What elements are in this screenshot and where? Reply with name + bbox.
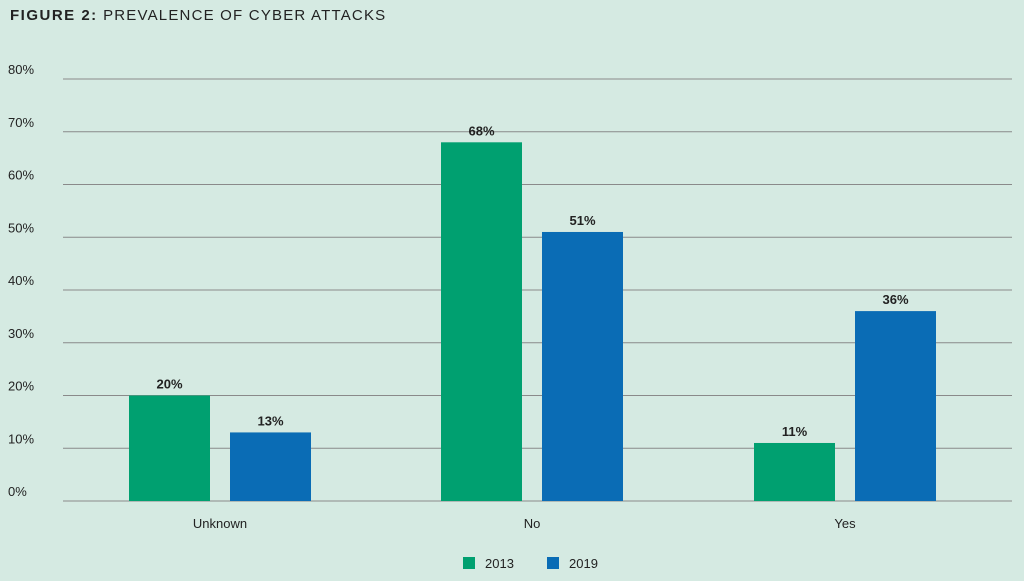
data-label: 11% xyxy=(782,424,808,439)
x-category-label: Yes xyxy=(834,516,856,531)
data-label: 13% xyxy=(257,413,283,428)
legend-label-2019: 2019 xyxy=(569,556,598,571)
y-axis-ticks: 0% 10% 20% 30% 40% 50% 60% 70% 80% xyxy=(8,62,34,499)
bar-2019-no xyxy=(542,231,623,501)
bar-2019-unknown xyxy=(230,432,311,501)
data-label: 20% xyxy=(156,377,182,392)
data-label: 68% xyxy=(468,123,494,138)
y-tick-label: 30% xyxy=(8,326,34,341)
y-tick-label: 50% xyxy=(8,220,34,235)
legend-label-2013: 2013 xyxy=(485,556,514,571)
figure-title-text: PREVALENCE OF CYBER ATTACKS xyxy=(103,7,387,24)
x-axis-categories: Unknown No Yes xyxy=(193,516,856,531)
y-tick-label: 10% xyxy=(8,431,34,446)
bar-2013-no xyxy=(441,142,522,502)
gridlines xyxy=(63,78,1012,502)
figure-label: FIGURE 2: xyxy=(10,7,98,24)
y-tick-label: 40% xyxy=(8,273,34,288)
x-category-label: No xyxy=(524,516,541,531)
data-labels: 20% 13% 68% 51% 11% 36% xyxy=(156,123,908,439)
data-label: 36% xyxy=(882,292,908,307)
y-tick-label: 80% xyxy=(8,62,34,77)
bar-2019-yes xyxy=(855,311,936,501)
bars xyxy=(129,142,936,502)
figure-title: FIGURE 2: PREVALENCE OF CYBER ATTACKS xyxy=(10,7,386,24)
y-tick-label: 0% xyxy=(8,484,27,499)
bar-2013-unknown xyxy=(129,395,210,501)
y-tick-label: 20% xyxy=(8,379,34,394)
x-category-label: Unknown xyxy=(193,516,247,531)
legend: 2013 2019 xyxy=(463,556,598,571)
data-label: 51% xyxy=(569,213,595,228)
y-tick-label: 60% xyxy=(8,168,34,183)
y-tick-label: 70% xyxy=(8,115,34,130)
legend-swatch-2019 xyxy=(547,557,559,569)
bar-2013-yes xyxy=(754,442,835,501)
legend-swatch-2013 xyxy=(463,557,475,569)
